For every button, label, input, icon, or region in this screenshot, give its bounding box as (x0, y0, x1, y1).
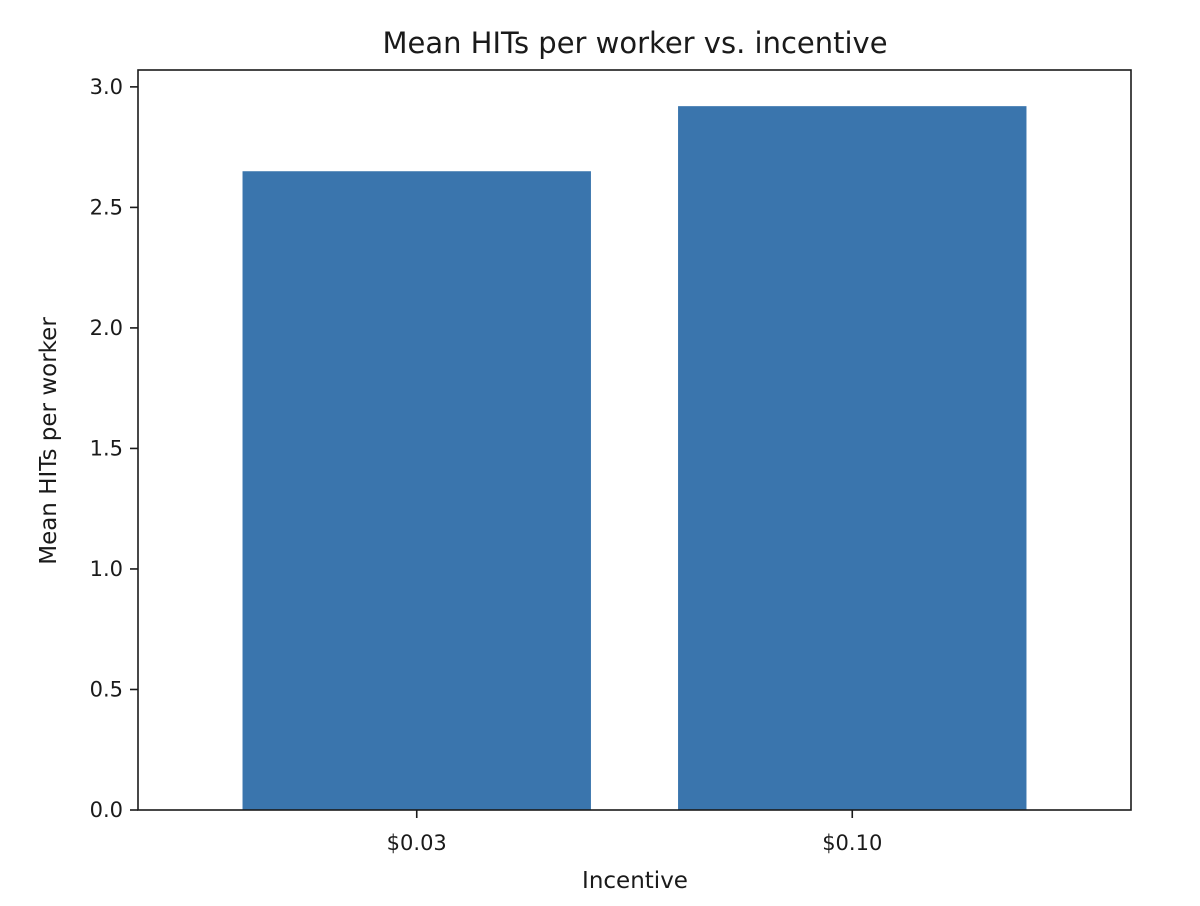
x-axis-label: Incentive (582, 868, 688, 894)
y-axis-label: Mean HITs per worker (36, 317, 62, 565)
y-tick-label: 2.0 (90, 316, 123, 340)
bar-2 (678, 106, 1027, 810)
y-tick-label: 1.5 (90, 436, 123, 460)
bar-1 (242, 171, 591, 810)
y-tick-label: 1.0 (90, 557, 123, 581)
x-tick-label: $0.10 (822, 831, 882, 855)
y-axis: 0.0 0.5 1.0 1.5 2.0 2.5 3.0 (90, 75, 138, 822)
y-tick-label: 3.0 (90, 75, 123, 99)
plot-frame (137, 69, 1132, 811)
chart-title: Mean HITs per worker vs. incentive (382, 26, 887, 60)
y-tick-label: 0.5 (90, 677, 123, 701)
x-tick-label: $0.03 (387, 831, 447, 855)
plot-area (242, 106, 1027, 810)
y-tick-label: 2.5 (90, 195, 123, 219)
y-tick-label: 0.0 (90, 798, 123, 822)
x-axis: $0.03 $0.10 (387, 810, 882, 855)
